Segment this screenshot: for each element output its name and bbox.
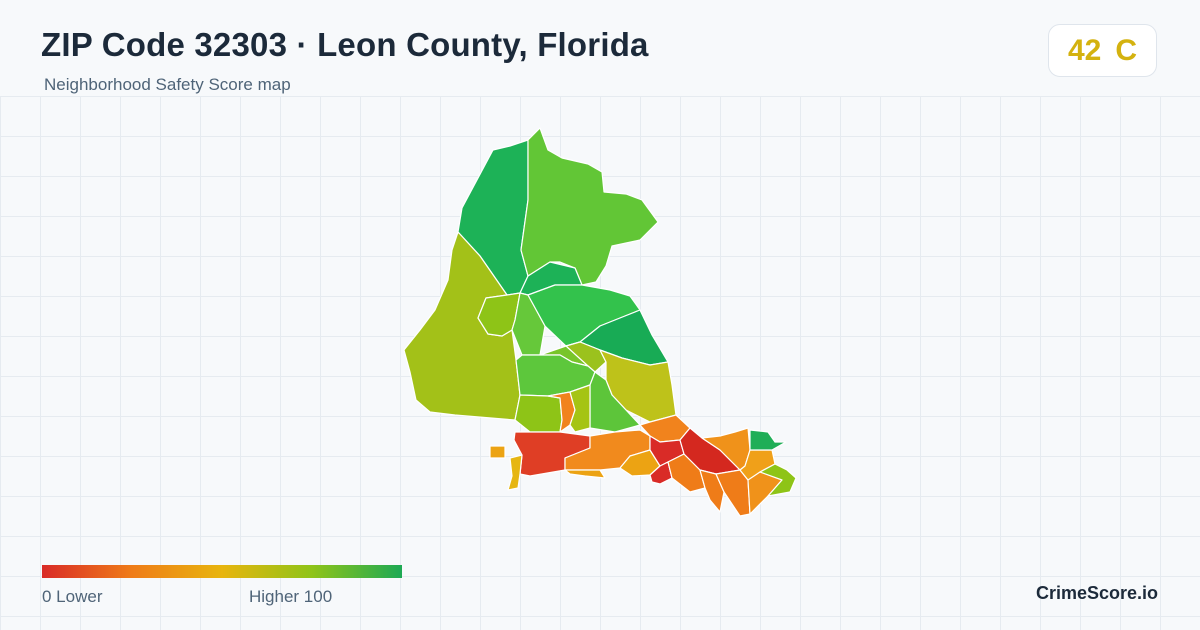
legend-low-label: 0 Lower bbox=[42, 587, 103, 606]
score-grade: C bbox=[1115, 34, 1138, 67]
neighborhood-region[interactable] bbox=[489, 445, 506, 459]
neighborhood-region[interactable] bbox=[569, 384, 591, 433]
neighborhood-region[interactable] bbox=[564, 469, 606, 479]
neighborhood-region[interactable] bbox=[507, 454, 523, 491]
score-badge: 42 C bbox=[1048, 24, 1157, 77]
legend-color-bar bbox=[42, 565, 402, 578]
page-subtitle: Neighborhood Safety Score map bbox=[44, 75, 291, 94]
page-title: ZIP Code 32303 · Leon County, Florida bbox=[41, 26, 649, 63]
brand-logo-text: CrimeScore.io bbox=[1036, 583, 1159, 603]
legend-high-label: Higher 100 bbox=[249, 587, 333, 606]
neighborhood-region[interactable] bbox=[520, 127, 659, 286]
neighborhood-region[interactable] bbox=[759, 463, 797, 497]
neighborhood-region[interactable] bbox=[514, 394, 563, 433]
page-header: ZIP Code 32303 · Leon County, Florida Ne… bbox=[0, 0, 1200, 96]
neighborhood-region[interactable] bbox=[749, 429, 787, 451]
score-value: 42 bbox=[1067, 34, 1102, 67]
